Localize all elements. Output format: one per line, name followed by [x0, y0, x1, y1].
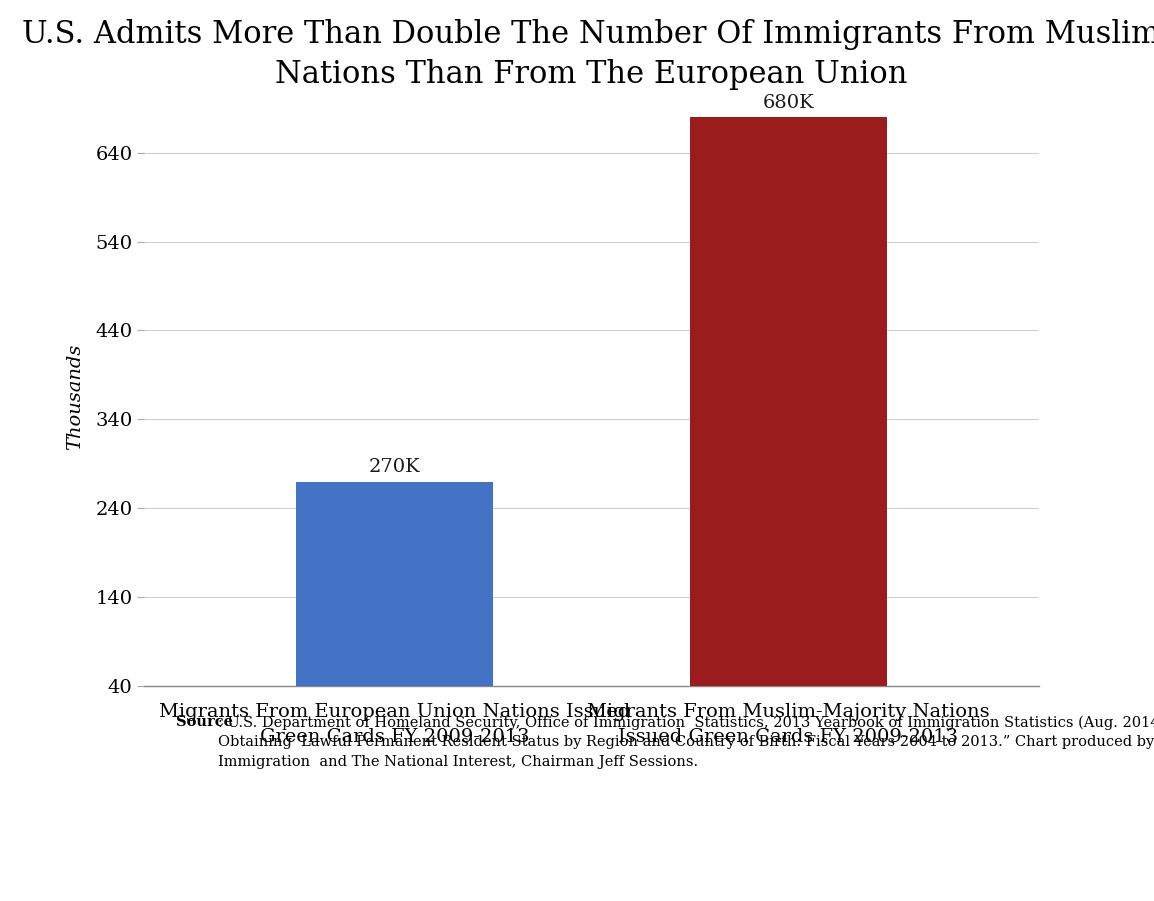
Title: U.S. Admits More Than Double The Number Of Immigrants From Muslim
Nations Than F: U.S. Admits More Than Double The Number … [22, 19, 1154, 90]
Bar [297, 482, 493, 687]
Text: : U.S. Department of Homeland Security, Office of Immigration  Statistics, 2013 : : U.S. Department of Homeland Security, … [218, 715, 1154, 769]
Y-axis label: Thousands: Thousands [66, 344, 84, 450]
Text: 270K: 270K [369, 459, 420, 477]
Text: Source: Source [175, 715, 233, 729]
Text: 680K: 680K [763, 94, 814, 112]
Bar [690, 117, 886, 687]
